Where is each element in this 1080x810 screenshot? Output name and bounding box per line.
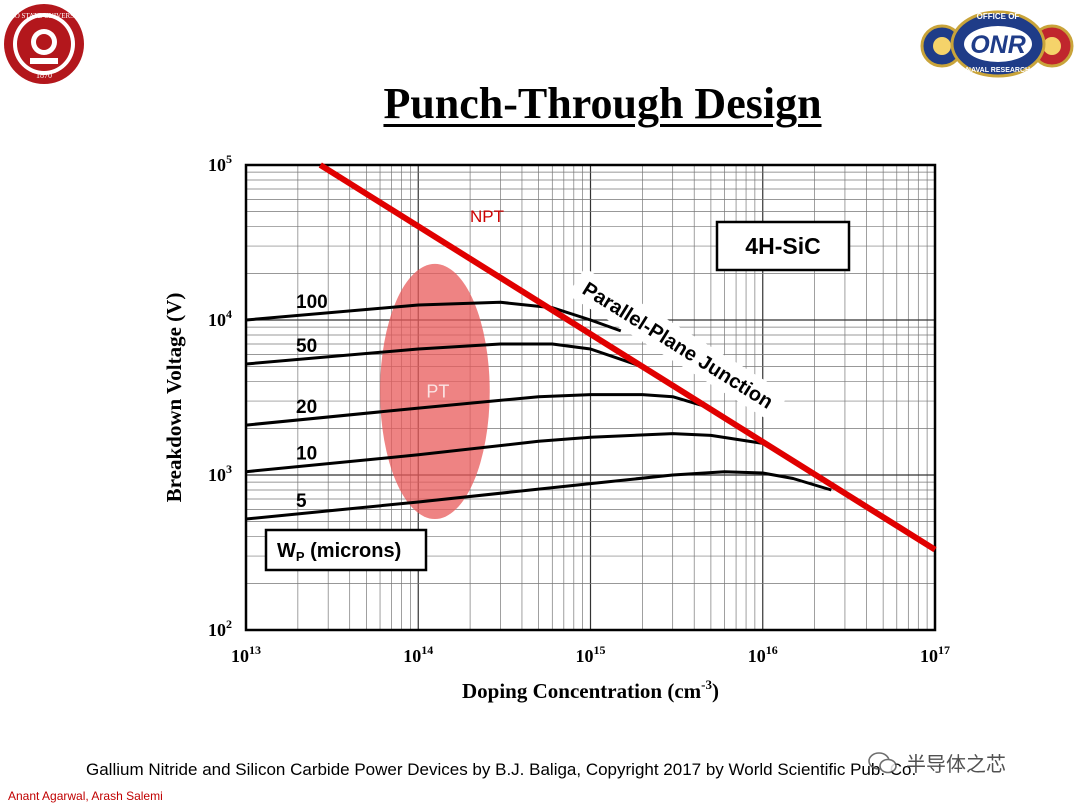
series-line-100: [246, 300, 622, 333]
svg-text:1870: 1870: [36, 71, 52, 80]
series-label-20: 20: [296, 397, 317, 418]
svg-text:OFFICE OF: OFFICE OF: [977, 12, 1020, 21]
x-tick-label: 1014: [403, 643, 433, 666]
series-group: [246, 300, 832, 521]
slide-title: Punch-Through Design: [383, 79, 822, 128]
x-axis-label: Doping Concentration (cm-3): [462, 677, 719, 703]
authors-credit: Anant Agarwal, Arash Salemi: [8, 789, 163, 803]
plot-frame: [244, 163, 937, 632]
npt-label: NPT: [470, 207, 504, 226]
npt-limit-line: [318, 162, 937, 553]
citation-caption: Gallium Nitride and Silicon Carbide Powe…: [86, 760, 917, 779]
series-label-100: 100: [296, 292, 328, 313]
x-tick-label: 1016: [748, 643, 778, 666]
x-tick-label: 1013: [231, 643, 261, 666]
series-label-5: 5: [296, 491, 307, 512]
series-line-50: [246, 342, 643, 369]
series-line-10: [246, 432, 764, 474]
series-label-10: 10: [296, 444, 317, 465]
legend-label: WP (microns): [277, 540, 401, 564]
svg-text:ONR: ONR: [970, 31, 1026, 59]
pt-label: PT: [426, 382, 449, 402]
parallel-plane-label-bg: [567, 267, 789, 423]
legend-box: [264, 528, 428, 572]
x-tick-label: 1017: [920, 643, 950, 666]
svg-text:NAVAL RESEARCH: NAVAL RESEARCH: [966, 67, 1030, 74]
y-tick-label: 105: [208, 152, 232, 175]
chat-icon: [868, 751, 897, 773]
y-axis-label: Breakdown Voltage (V): [162, 293, 186, 503]
material-label: 4H-SiC: [745, 233, 820, 259]
y-tick-label: 103: [208, 462, 232, 485]
series-line-20: [246, 393, 712, 427]
y-tick-label: 102: [208, 617, 232, 640]
svg-text:OHIO STATE UNIVERSITY: OHIO STATE UNIVERSITY: [2, 12, 85, 20]
series-label-50: 50: [296, 336, 317, 357]
material-box: [715, 220, 851, 272]
watermark: 半导体之芯: [868, 748, 1006, 777]
x-tick-label: 1015: [576, 643, 606, 666]
university-seal-logo: OHIO STATE UNIVERSITY 1870: [2, 4, 86, 84]
y-tick-label: 104: [208, 307, 232, 330]
watermark-text: 半导体之芯: [906, 754, 1006, 776]
onr-logo: OFFICE OF ONR NAVAL RESEARCH: [920, 10, 1074, 78]
series-line-5: [246, 470, 832, 521]
